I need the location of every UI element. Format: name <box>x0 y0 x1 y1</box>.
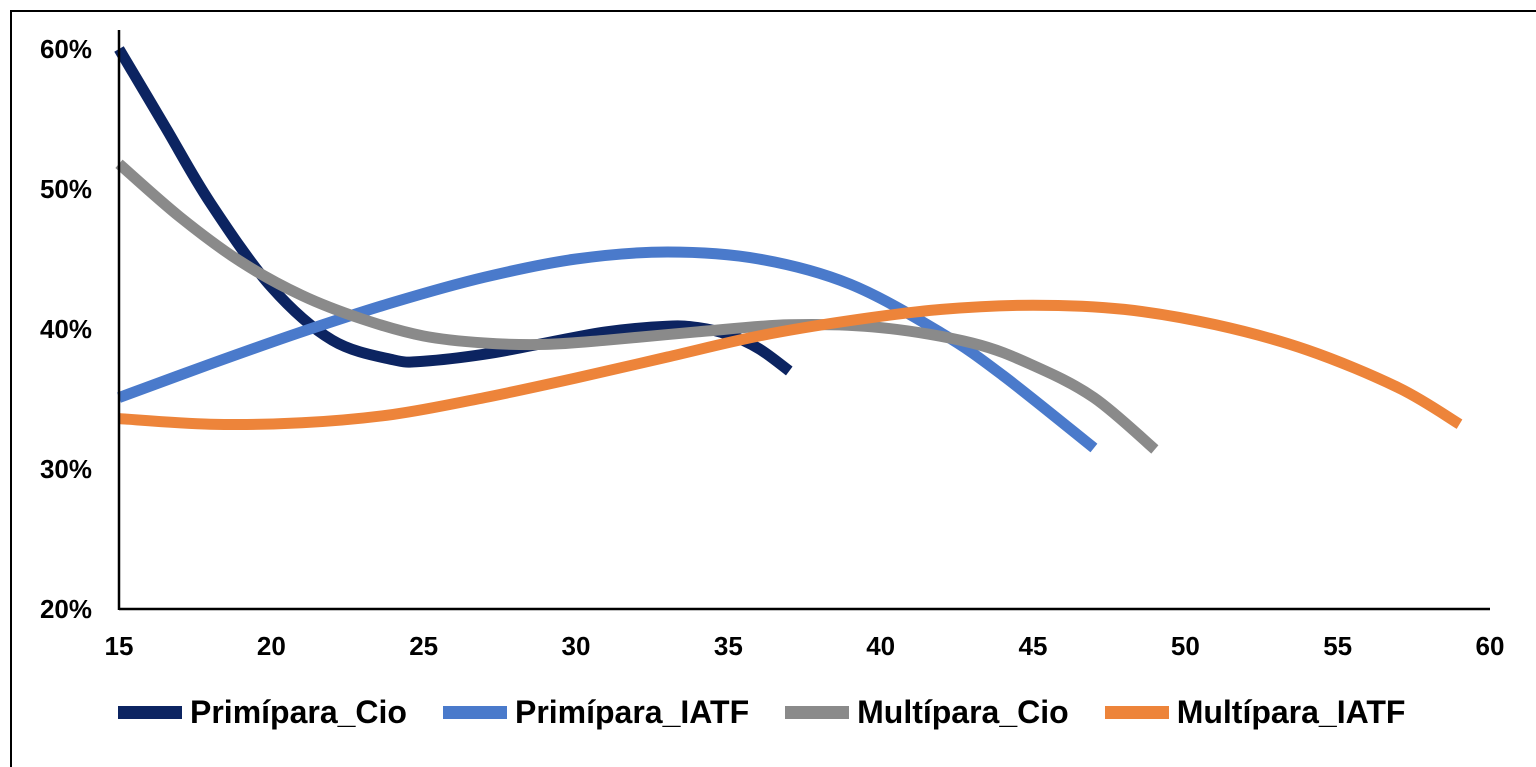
y-tick-label: 50% <box>40 174 92 204</box>
legend-swatch <box>1104 705 1169 719</box>
legend-label: Multípara_IATF <box>1176 693 1406 730</box>
y-tick-label: 60% <box>40 34 92 64</box>
series-line-3 <box>115 159 1159 454</box>
series-lines <box>114 46 1463 454</box>
legend-item: Primípara_Cio <box>118 694 407 731</box>
x-tick-label: 40 <box>866 631 895 661</box>
y-tick-label: 40% <box>40 314 92 344</box>
x-tick-label: 45 <box>1019 631 1048 661</box>
y-tick-labels: 20% 30% 40% 50% 60% <box>40 34 92 624</box>
legend-item: Multípara_Cio <box>785 694 1069 731</box>
legend-swatch <box>442 705 507 719</box>
legend-swatch <box>118 705 182 719</box>
y-tick-label: 20% <box>40 594 92 624</box>
x-tick-label: 60 <box>1476 631 1505 661</box>
legend-label: Primípara_Cio <box>190 693 407 730</box>
x-tick-label: 35 <box>714 631 743 661</box>
series-line-4 <box>118 299 1463 431</box>
x-tick-label: 50 <box>1171 631 1200 661</box>
legend: Primípara_Cio Primípara_IATF Multípara_Cio… <box>118 692 1441 732</box>
x-tick-label: 15 <box>105 631 134 661</box>
x-tick-label: 55 <box>1323 631 1352 661</box>
x-tick-labels: 15 20 25 30 35 40 45 50 55 60 <box>105 631 1505 661</box>
chart-frame <box>10 10 1536 767</box>
legend-label: Multípara_Cio <box>857 693 1069 730</box>
x-tick-label: 30 <box>562 631 591 661</box>
y-tick-label: 30% <box>40 454 92 484</box>
x-tick-label: 20 <box>257 631 286 661</box>
legend-label: Primípara_IATF <box>514 693 750 730</box>
legend-item: Primípara_IATF <box>442 693 750 731</box>
legend-swatch <box>785 705 850 719</box>
x-tick-label: 25 <box>409 631 438 661</box>
legend-item: Multípara_IATF <box>1104 693 1406 731</box>
series-line-1 <box>114 46 793 376</box>
